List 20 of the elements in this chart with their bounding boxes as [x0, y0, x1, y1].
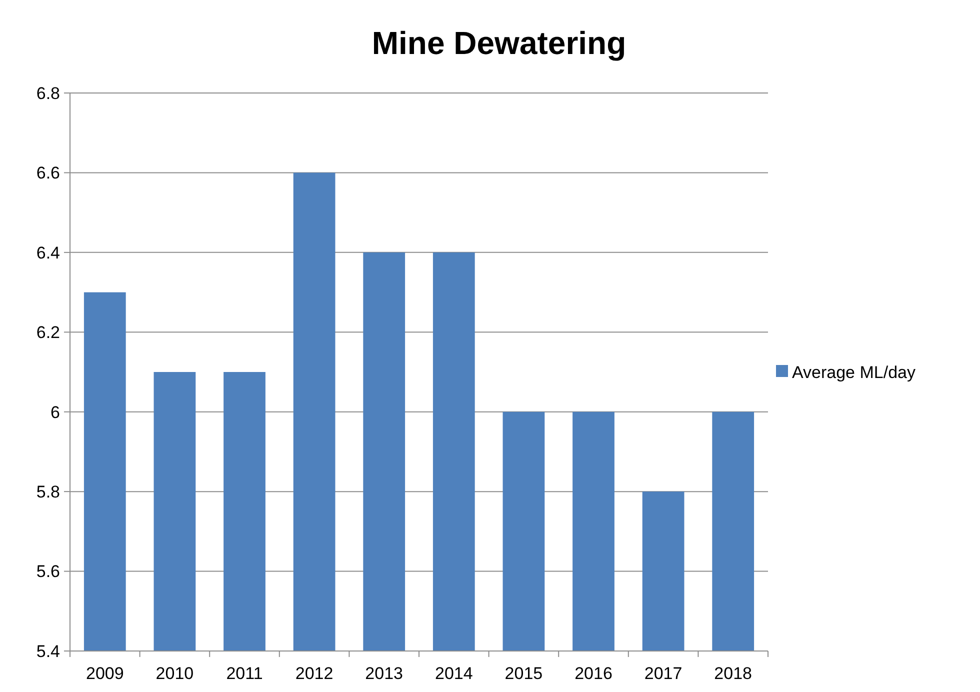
y-tick-label: 6 [50, 402, 60, 422]
y-tick-label: 5.6 [36, 562, 60, 582]
x-tick-label: 2009 [86, 664, 124, 683]
x-tick-label: 2014 [434, 664, 473, 683]
x-tick-label: 2011 [226, 664, 263, 683]
y-tick-label: 5.4 [36, 642, 60, 661]
y-tick-label: 5.8 [36, 482, 60, 502]
x-tick-label: 2013 [365, 664, 404, 683]
legend-label: Average ML/day [792, 362, 916, 382]
x-tick-label: 2015 [504, 664, 543, 683]
y-tick-label: 6.2 [36, 323, 60, 342]
y-tick-label: 6.6 [36, 164, 60, 183]
x-tick-label: 2012 [295, 664, 334, 683]
x-tick-label: 2010 [156, 664, 194, 683]
chart-title: Mine Dewatering [372, 25, 626, 61]
x-tick-label: 2018 [714, 664, 752, 683]
x-tick-label: 2016 [574, 664, 612, 683]
y-tick-label: 6.8 [36, 84, 60, 103]
x-tick-label: 2017 [644, 664, 682, 683]
y-tick-label: 6.4 [36, 243, 60, 262]
